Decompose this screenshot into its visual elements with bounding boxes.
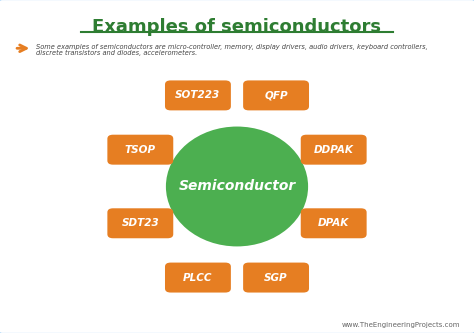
Text: Examples of semiconductors: Examples of semiconductors [92, 18, 382, 36]
Text: SGP: SGP [264, 273, 288, 283]
Text: SDT23: SDT23 [121, 218, 159, 228]
FancyBboxPatch shape [301, 135, 366, 165]
Text: DDPAK: DDPAK [314, 145, 354, 155]
FancyBboxPatch shape [243, 80, 309, 110]
FancyBboxPatch shape [165, 263, 231, 293]
Text: QFP: QFP [264, 90, 288, 100]
FancyBboxPatch shape [165, 80, 231, 110]
Text: PLCC: PLCC [183, 273, 213, 283]
Text: Semiconductor: Semiconductor [178, 179, 296, 193]
Text: Some examples of semiconductors are micro-controller, memory, display drivers, a: Some examples of semiconductors are micr… [36, 44, 427, 50]
Ellipse shape [166, 127, 308, 246]
Text: SOT223: SOT223 [175, 90, 220, 100]
FancyBboxPatch shape [243, 263, 309, 293]
Text: DPAK: DPAK [318, 218, 349, 228]
FancyBboxPatch shape [108, 135, 173, 165]
Text: TSOP: TSOP [125, 145, 156, 155]
Text: discrete transistors and diodes, accelerometers.: discrete transistors and diodes, acceler… [36, 50, 197, 56]
FancyBboxPatch shape [108, 208, 173, 238]
FancyBboxPatch shape [301, 208, 366, 238]
Text: www.TheEngineeringProjects.com: www.TheEngineeringProjects.com [341, 322, 460, 328]
